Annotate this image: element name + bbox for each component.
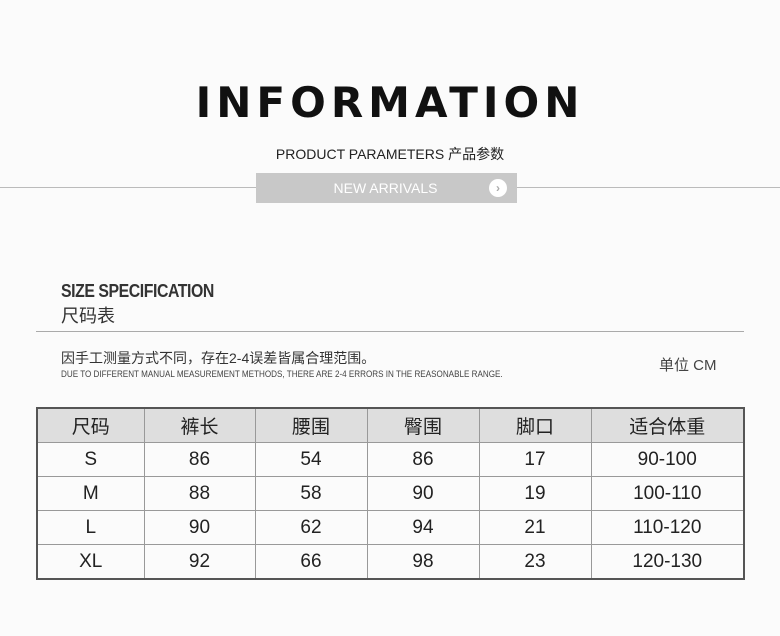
column-header: 适合体重 [590, 408, 745, 443]
column-header: 臀围 [366, 408, 480, 443]
table-cell: 86 [366, 442, 480, 477]
note-en: DUE TO DIFFERENT MANUAL MEASUREMENT METH… [61, 369, 503, 379]
table-cell: 88 [143, 476, 256, 511]
table-cell: 94 [366, 510, 480, 545]
new-arrivals-banner[interactable]: NEW ARRIVALS › [256, 173, 517, 203]
table-cell: 98 [366, 544, 480, 580]
table-cell: 110-120 [590, 510, 745, 545]
table-cell: 90-100 [590, 442, 745, 477]
table-cell: 100-110 [590, 476, 745, 511]
table-row: L 90 62 94 21 110-120 [36, 510, 745, 545]
table-cell: 17 [478, 442, 592, 477]
page-title: INFORMATION [195, 78, 585, 127]
unit-label: 单位 CM [659, 357, 717, 374]
table-cell: S [36, 442, 145, 477]
column-header: 裤长 [143, 408, 256, 443]
column-header: 尺码 [36, 408, 145, 443]
table-cell: 66 [254, 544, 368, 580]
banner-label: NEW ARRIVALS [333, 180, 438, 196]
table-cell: 58 [254, 476, 368, 511]
table-cell: 21 [478, 510, 592, 545]
size-table: 尺码 裤长 腰围 臀围 脚口 适合体重 S 86 54 86 17 90-100 M 88 58 90 19 1… [36, 407, 745, 580]
table-cell: 19 [478, 476, 592, 511]
table-cell: 54 [254, 442, 368, 477]
table-cell: 23 [478, 544, 592, 580]
note-cn: 因手工测量方式不同，存在2-4误差皆属合理范围。 [61, 350, 376, 366]
table-row: S 86 54 86 17 90-100 [36, 442, 745, 477]
table-cell: 90 [143, 510, 256, 545]
table-cell: M [36, 476, 145, 511]
divider-right [517, 187, 780, 188]
column-header: 脚口 [478, 408, 592, 443]
table-row: M 88 58 90 19 100-110 [36, 476, 745, 511]
table-cell: 62 [254, 510, 368, 545]
table-header-row: 尺码 裤长 腰围 臀围 脚口 适合体重 [36, 408, 745, 443]
table-cell: 92 [143, 544, 256, 580]
section-title-cn: 尺码表 [61, 306, 115, 326]
section-divider [36, 331, 744, 332]
section-title-en: SIZE SPECIFICATION [61, 281, 214, 301]
table-row: XL 92 66 98 23 120-130 [36, 544, 745, 580]
table-cell: L [36, 510, 145, 545]
column-header: 腰围 [254, 408, 368, 443]
table-cell: XL [36, 544, 145, 580]
table-cell: 86 [143, 442, 256, 477]
page-subtitle: PRODUCT PARAMETERS 产品参数 [275, 146, 505, 162]
table-cell: 120-130 [590, 544, 745, 580]
chevron-right-circle-icon[interactable]: › [489, 179, 507, 197]
divider-left [0, 187, 256, 188]
table-cell: 90 [366, 476, 480, 511]
